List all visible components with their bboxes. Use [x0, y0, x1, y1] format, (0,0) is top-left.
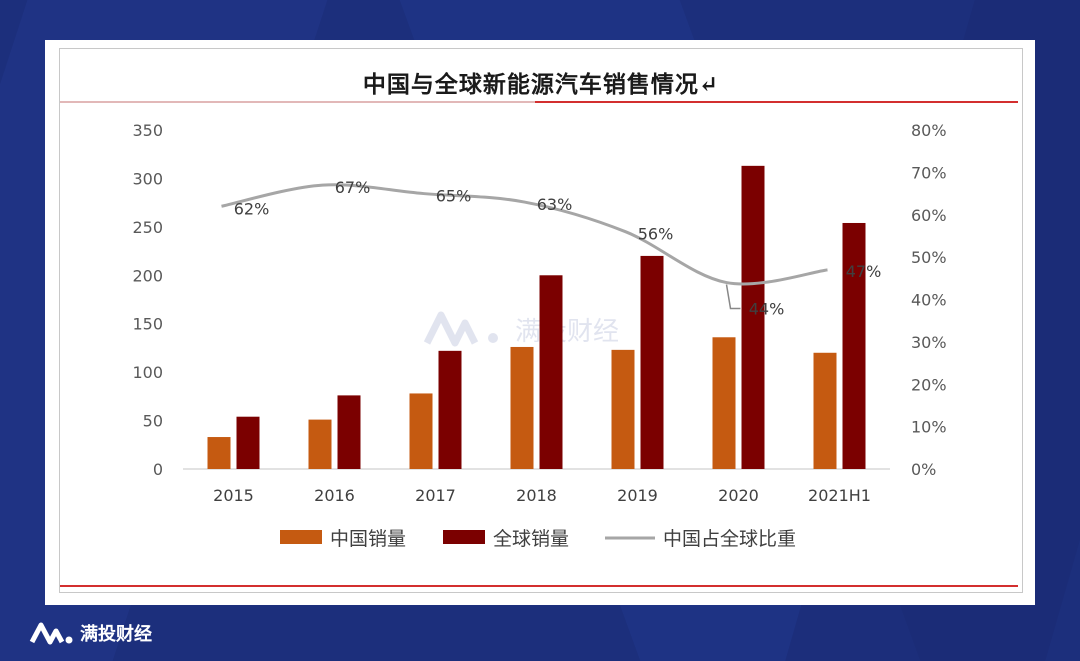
y2-tick-label: 30% [911, 333, 947, 352]
y2-tick-label: 0% [911, 460, 936, 479]
y-tick-label: 250 [132, 218, 163, 237]
bar-china [813, 352, 837, 469]
legend: 中国销量 全球销量 中国占全球比重 [280, 528, 796, 550]
y2-tick-label: 50% [911, 248, 947, 267]
bar-china [409, 393, 433, 469]
watermark-dot-icon [488, 333, 498, 343]
x-tick-label: 2019 [617, 486, 658, 505]
bar-china [712, 337, 736, 469]
share-data-label: 47% [846, 262, 882, 281]
y-tick-label: 200 [132, 266, 163, 285]
chart-panel: 中国与全球新能源汽车销售情况↵ 满投财经 0 50 100 150 200 250 300 3… [45, 40, 1035, 605]
y-tick-label: 0 [153, 460, 163, 479]
x-tick-label: 2017 [415, 486, 456, 505]
bar-china [207, 437, 231, 469]
x-tick-label: 2018 [516, 486, 557, 505]
y2-tick-label: 80% [911, 121, 947, 140]
bar-global [640, 255, 664, 469]
legend-global-label: 全球销量 [493, 528, 569, 550]
bar-global [236, 416, 260, 469]
share-data-label: 63% [537, 195, 573, 214]
legend-global-swatch [443, 530, 485, 544]
chart-frame: 中国与全球新能源汽车销售情况↵ [59, 48, 1023, 593]
y2-tick-label: 10% [911, 418, 947, 437]
plot-area: 0 50 100 150 200 250 300 350 0% 10% 20% 30% 40% 50% 60… [132, 121, 946, 505]
bar-global [539, 275, 563, 469]
chart-title: 中国与全球新能源汽车销售情况↵ [362, 71, 720, 98]
x-tick-label: 2020 [718, 486, 759, 505]
y-tick-label: 300 [132, 169, 163, 188]
data-label-leader [725, 284, 741, 310]
y-tick-label: 100 [132, 363, 163, 382]
y2-tick-label: 40% [911, 291, 947, 310]
bar-china [308, 419, 332, 469]
watermark-text: 满投财经 [515, 317, 619, 347]
chart-svg: 满投财经 0 50 100 150 200 250 300 350 0% 10% 20% 30% 40%… [60, 101, 1018, 587]
share-line [221, 183, 828, 286]
bar-global [438, 350, 462, 469]
y-tick-label: 150 [132, 315, 163, 334]
bar-china [510, 346, 534, 469]
x-tick-label: 2021H1 [808, 486, 871, 505]
y2-tick-label: 70% [911, 163, 947, 182]
y2-tick-label: 60% [911, 206, 947, 225]
x-tick-label: 2015 [213, 486, 254, 505]
watermark-logo-icon [423, 311, 479, 347]
bar-global [842, 222, 866, 469]
legend-share-label: 中国占全球比重 [663, 528, 796, 550]
bar-global [741, 165, 765, 469]
brand-logo-icon [29, 622, 73, 645]
bar-global [337, 395, 361, 469]
share-data-label: 56% [638, 225, 674, 244]
watermark: 满投财经 [423, 311, 619, 347]
y-tick-label: 350 [132, 121, 163, 140]
legend-china-swatch [280, 530, 322, 544]
bar-china [611, 349, 635, 469]
brand-name: 满投财经 [80, 624, 152, 645]
y2-tick-label: 20% [911, 375, 947, 394]
share-data-label: 44% [749, 300, 785, 319]
legend-china-label: 中国销量 [330, 528, 406, 550]
share-data-label: 65% [436, 187, 472, 206]
y-tick-label: 50 [143, 412, 163, 431]
share-data-label: 62% [234, 199, 270, 218]
x-tick-label: 2016 [314, 486, 355, 505]
brand-footer: 满投财经 [28, 620, 152, 646]
share-data-label: 67% [335, 178, 371, 197]
